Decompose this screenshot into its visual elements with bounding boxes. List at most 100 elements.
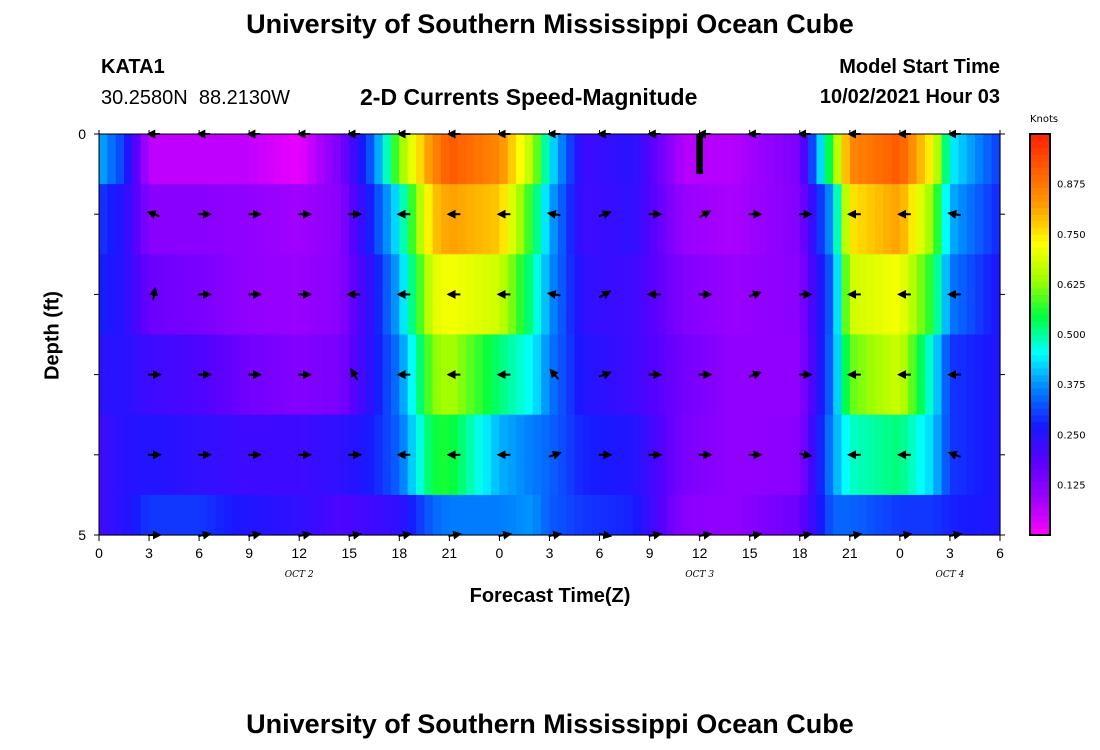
heatmap-cell xyxy=(424,414,434,496)
heatmap-cell xyxy=(824,334,834,416)
x-tick-label: 12 xyxy=(291,545,307,561)
heatmap-cell xyxy=(182,254,192,336)
heatmap-cell xyxy=(799,494,809,536)
y-tick-label: 5 xyxy=(78,527,86,543)
heatmap-cell xyxy=(215,334,225,416)
x-tick-label: 0 xyxy=(95,545,103,561)
heatmap-cell xyxy=(274,134,284,185)
colorbar-segment xyxy=(1030,314,1050,322)
heatmap-cell xyxy=(165,184,175,255)
heatmap-cell xyxy=(966,414,976,496)
heatmap-cell xyxy=(207,134,217,185)
heatmap-cell xyxy=(941,494,951,536)
heatmap-cell xyxy=(616,334,626,416)
heatmap-cell xyxy=(916,494,926,536)
heatmap-cell xyxy=(424,134,434,185)
heatmap-cell xyxy=(708,134,717,185)
heatmap-cell xyxy=(924,254,934,336)
heatmap-cell xyxy=(207,254,217,336)
heatmap-cell xyxy=(716,494,726,536)
heatmap-cell xyxy=(124,414,133,496)
colorbar-segment xyxy=(1030,494,1050,503)
heatmap-cell xyxy=(157,494,167,536)
colorbar-segment xyxy=(1030,474,1050,483)
heatmap-cell xyxy=(557,414,567,496)
heatmap-cell xyxy=(624,494,634,536)
heatmap-cell xyxy=(499,494,509,536)
heatmap-cell xyxy=(983,134,993,185)
heatmap-cell xyxy=(724,494,734,536)
colorbar-segment xyxy=(1030,381,1050,389)
heatmap-cell xyxy=(149,494,158,536)
heatmap-cell xyxy=(766,184,776,255)
heatmap-cell xyxy=(566,254,576,336)
heatmap-cell xyxy=(340,494,350,536)
colorbar-segment xyxy=(1030,428,1050,436)
heatmap-cell xyxy=(174,254,184,336)
heatmap-cell xyxy=(883,334,893,416)
heatmap-cell xyxy=(232,184,242,255)
colorbar-segment xyxy=(1030,508,1050,516)
heatmap-cell xyxy=(974,414,984,496)
heatmap-cell xyxy=(374,334,384,416)
heatmap-cell xyxy=(324,494,334,536)
heatmap-cell xyxy=(607,254,617,336)
colorbar-segment xyxy=(1030,294,1050,302)
colorbar-segment xyxy=(1030,287,1050,295)
heatmap-cell xyxy=(441,414,450,496)
heatmap-cell xyxy=(99,414,108,496)
heatmap-cell xyxy=(165,334,175,416)
heatmap-cell xyxy=(265,334,275,416)
colorbar-tick-label: 0.750 xyxy=(1057,230,1086,241)
heatmap-cell xyxy=(632,254,642,336)
heatmap-cell xyxy=(699,134,709,185)
heatmap-cell xyxy=(115,254,125,336)
heatmap-cell xyxy=(207,334,217,416)
heatmap-cell xyxy=(808,134,818,185)
heatmap-cell xyxy=(416,334,425,416)
heatmap-cell xyxy=(507,494,517,536)
heatmap-cell xyxy=(741,414,751,496)
heatmap-cell xyxy=(749,184,759,255)
heatmap-cell xyxy=(282,414,292,496)
heatmap-cell xyxy=(591,254,601,336)
heatmap-cell xyxy=(374,134,384,185)
heatmap-cell xyxy=(482,414,492,496)
heatmap-cell xyxy=(257,414,267,496)
colorbar-segment xyxy=(1030,140,1050,148)
x-tick-label: 21 xyxy=(842,545,858,561)
heatmap-cell xyxy=(466,334,476,416)
heatmap-cell xyxy=(307,414,317,496)
heatmap-cell xyxy=(424,184,434,255)
heatmap-cell xyxy=(432,334,442,416)
heatmap-cell xyxy=(991,134,1001,185)
colorbar-segment xyxy=(1030,461,1050,469)
heatmap-cell xyxy=(983,494,993,536)
heatmap-cell xyxy=(766,254,776,336)
heatmap-cell xyxy=(624,334,634,416)
heatmap-cell xyxy=(883,134,893,185)
heatmap-cell xyxy=(432,494,442,536)
heatmap-cell xyxy=(399,134,409,185)
heatmap-cell xyxy=(274,254,284,336)
heatmap-cell xyxy=(332,414,342,496)
heatmap-cell xyxy=(432,254,442,336)
heatmap-cell xyxy=(924,134,934,185)
heatmap-cell xyxy=(991,494,1001,536)
heatmap-cell xyxy=(99,134,108,185)
heatmap-cell xyxy=(324,334,334,416)
x-tick-label: 6 xyxy=(195,545,203,561)
heatmap-cell xyxy=(841,254,851,336)
heatmap-cell xyxy=(224,184,234,255)
heatmap-cell xyxy=(591,134,601,185)
heatmap-cell xyxy=(691,134,701,185)
date-label: OCT 2 xyxy=(285,570,314,580)
heatmap-cell xyxy=(482,494,492,536)
colorbar-segment xyxy=(1030,220,1050,229)
heatmap-cell xyxy=(958,494,968,536)
heatmap-cell xyxy=(115,494,125,536)
heatmap-cell xyxy=(557,134,567,185)
x-tick-label: 3 xyxy=(145,545,153,561)
heatmap-cell xyxy=(382,134,392,185)
heatmap-cell xyxy=(290,414,300,496)
